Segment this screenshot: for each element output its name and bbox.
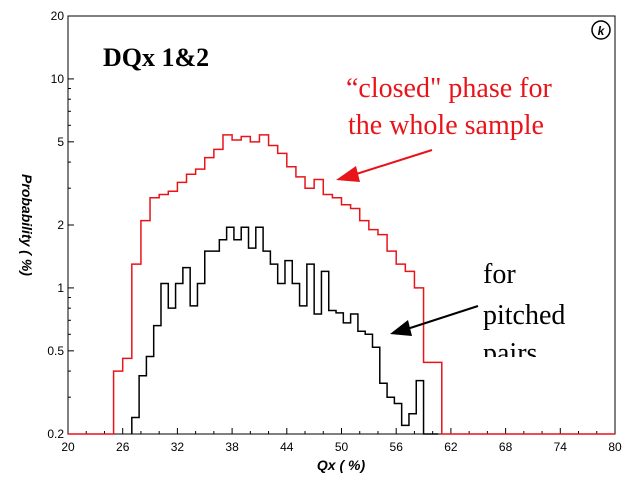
chart-title: DQx 1&2 bbox=[103, 43, 209, 72]
x-tick-label: 32 bbox=[171, 440, 185, 454]
x-tick-label: 74 bbox=[554, 440, 568, 454]
series-layer bbox=[68, 134, 615, 435]
x-tick-label: 50 bbox=[335, 440, 349, 454]
y-tick-label: 1 bbox=[57, 281, 64, 295]
red-arrow bbox=[336, 149, 433, 182]
black-arrow-head bbox=[390, 320, 412, 336]
x-axis-label: Qx ( %) bbox=[317, 457, 366, 473]
y-tick-label: 0.5 bbox=[47, 344, 64, 358]
x-tick-label: 80 bbox=[608, 440, 622, 454]
y-tick-label: 20 bbox=[51, 9, 65, 23]
x-tick-label: 56 bbox=[390, 440, 404, 454]
x-tick-label: 26 bbox=[116, 440, 130, 454]
logo-letter: k bbox=[598, 24, 606, 38]
x-axis-ticks: 20 26 32 38 44 50 56 62 68 74 80 bbox=[61, 428, 622, 454]
black-arrow bbox=[390, 305, 479, 336]
x-tick-label: 38 bbox=[225, 440, 239, 454]
annotation-pairs: pairs bbox=[483, 338, 537, 369]
red-arrow-head bbox=[336, 166, 360, 182]
annotation-pairs-clip-group: pairs bbox=[483, 338, 537, 369]
series-line-black bbox=[131, 226, 439, 435]
y-tick-label: 5 bbox=[57, 135, 64, 149]
series-line-red bbox=[68, 134, 615, 435]
y-axis-label: Probability ( %) bbox=[19, 174, 35, 276]
x-tick-label: 44 bbox=[280, 440, 294, 454]
black-arrow-shaft bbox=[403, 305, 479, 331]
x-tick-label: 68 bbox=[499, 440, 513, 454]
annotation-for: for bbox=[483, 259, 516, 290]
x-tick-label: 20 bbox=[61, 440, 75, 454]
annotation-pitched: pitched bbox=[483, 300, 565, 331]
red-arrow-shaft bbox=[349, 149, 433, 177]
logo-circle bbox=[591, 20, 611, 40]
logo-icon: k bbox=[591, 20, 611, 40]
y-tick-label: 0.2 bbox=[47, 427, 64, 441]
x-tick-label: 62 bbox=[444, 440, 458, 454]
y-tick-label: 10 bbox=[51, 72, 65, 86]
annotation-closed-phase-line2: the whole sample bbox=[348, 110, 544, 141]
y-tick-label: 2 bbox=[57, 218, 64, 232]
annotation-closed-phase-line1: “closed" phase for bbox=[346, 73, 552, 104]
y-axis-ticks: 0.2 0.5 1 2 5 10 20 bbox=[47, 9, 74, 441]
